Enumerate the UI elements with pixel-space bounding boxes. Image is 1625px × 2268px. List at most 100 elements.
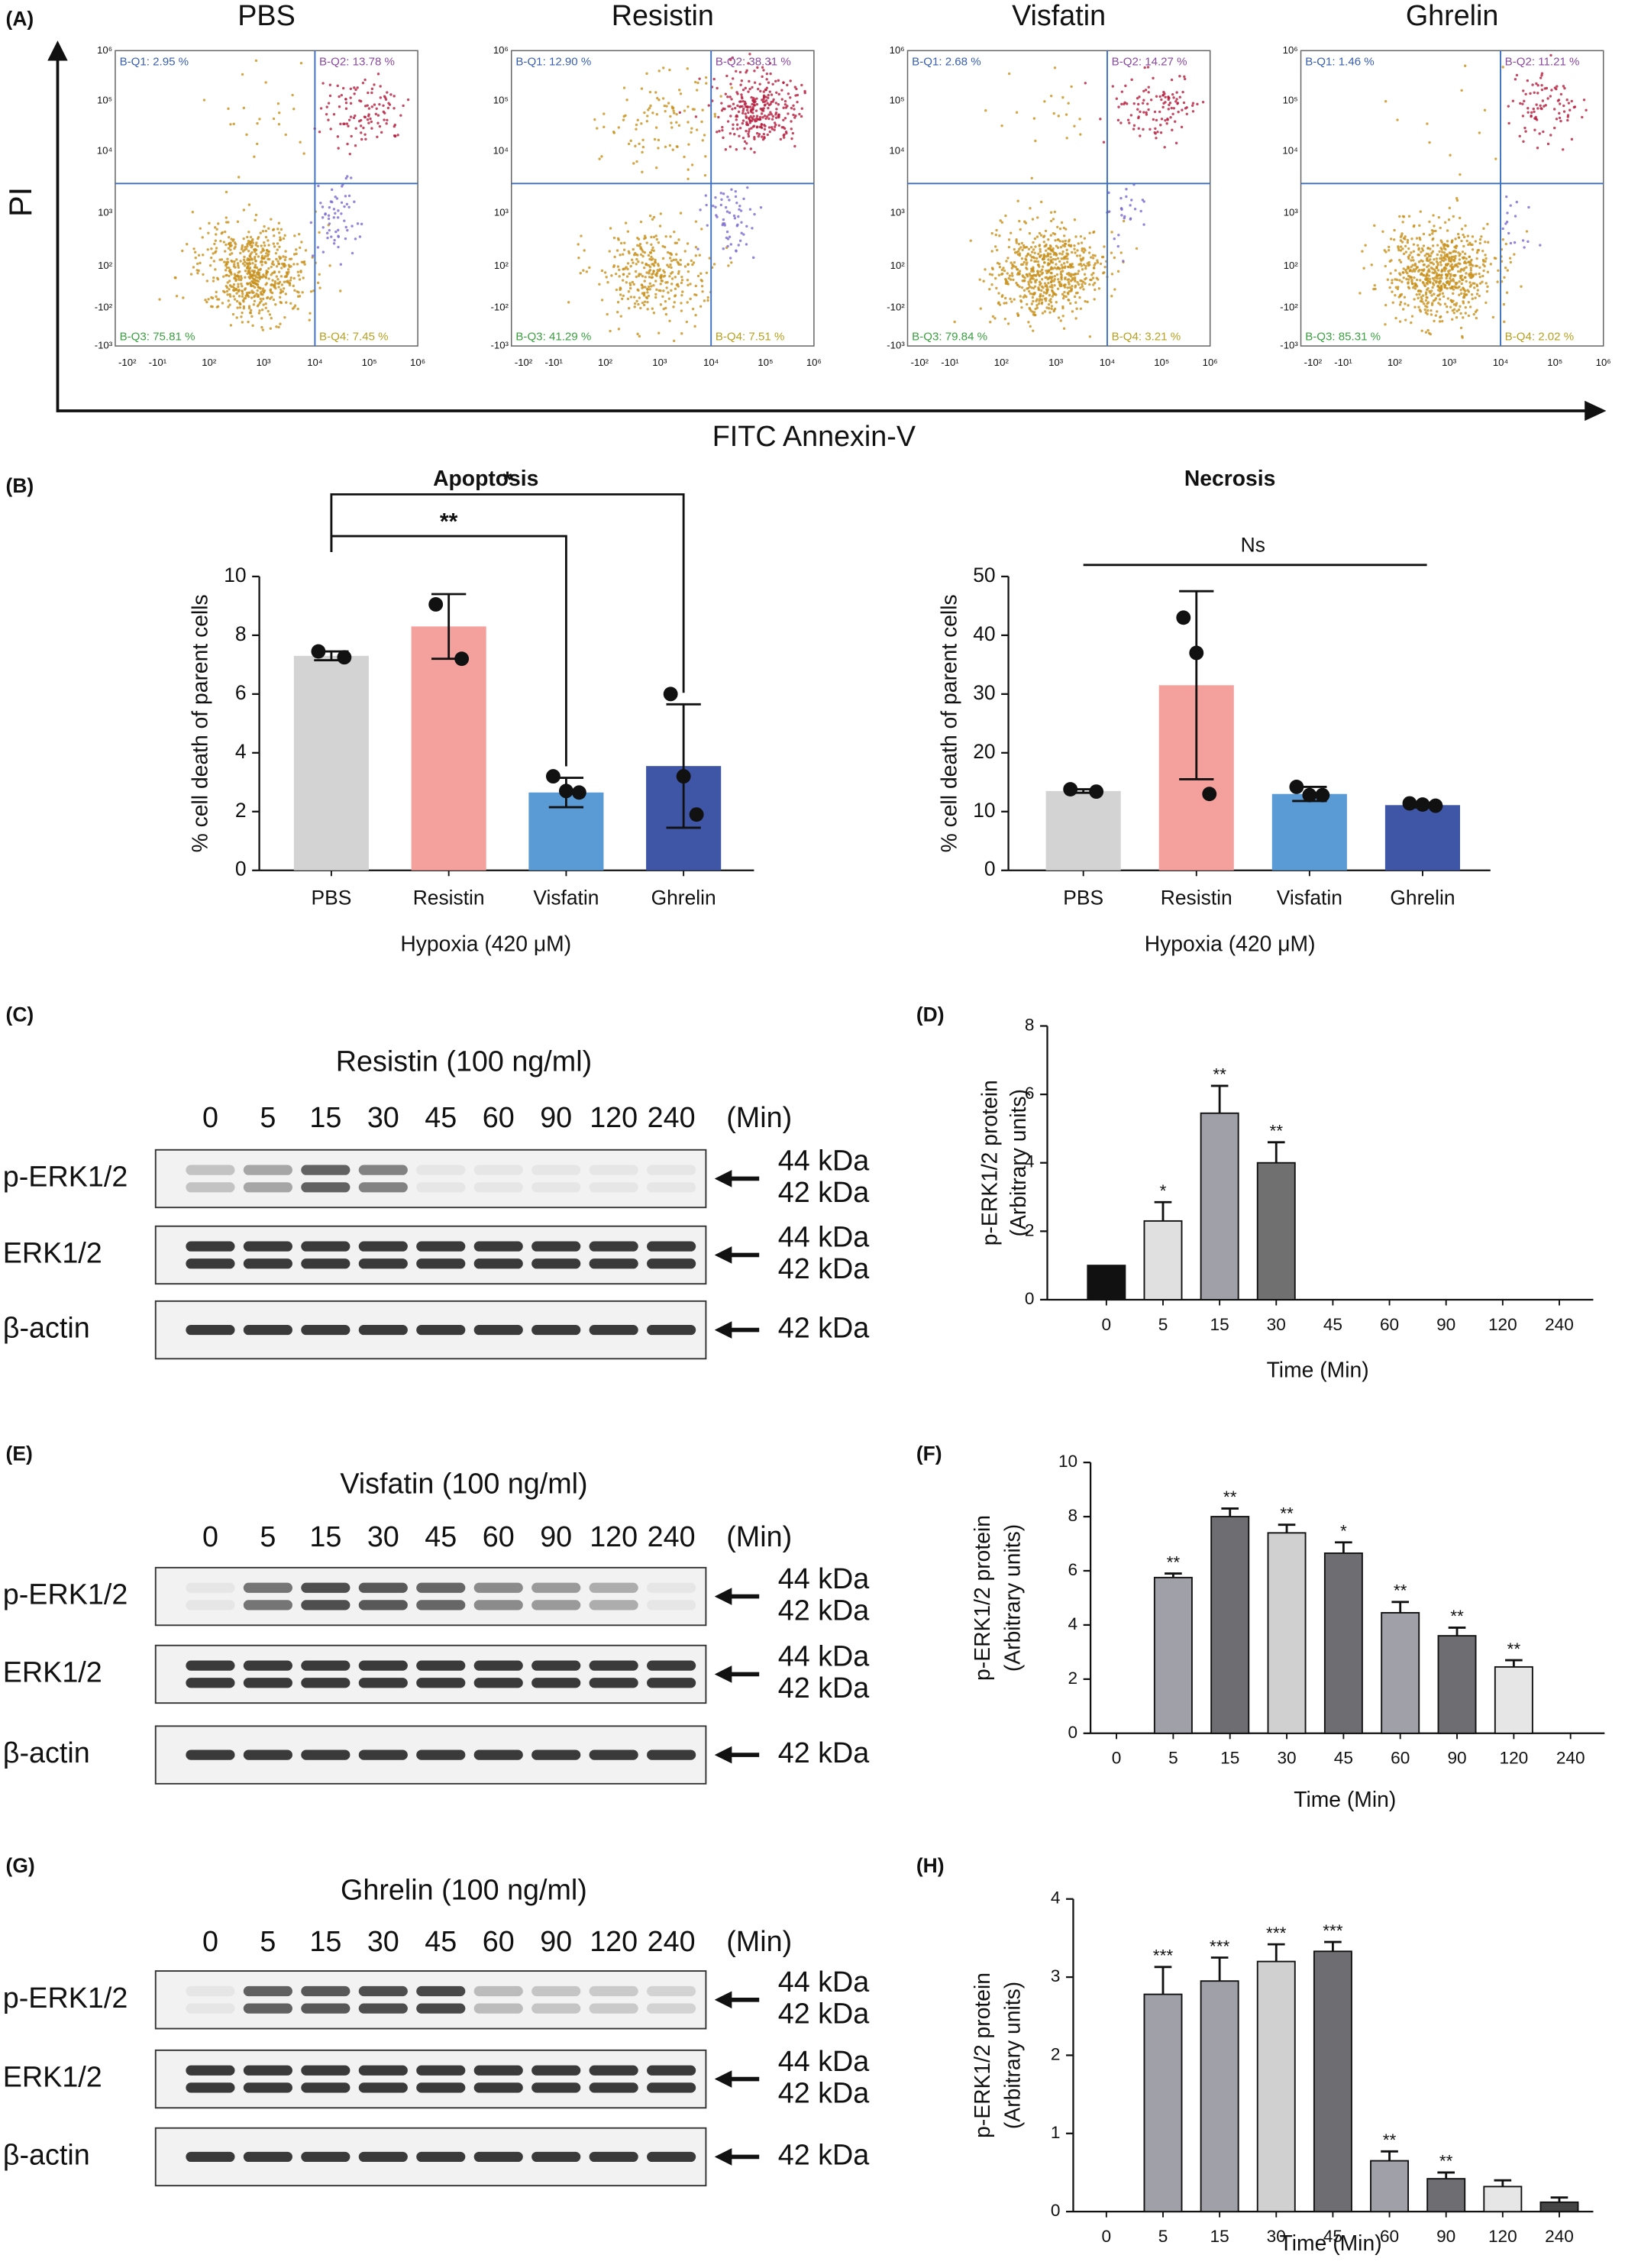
event-dot [253,155,256,158]
event-dot [1027,321,1030,324]
event-dot [1505,220,1509,224]
event-dot [651,218,654,221]
event-dot [743,147,746,150]
event-dot [694,246,698,249]
event-dot [257,276,260,279]
event-dot [1441,319,1444,323]
event-dot [700,120,703,124]
event-dot [241,295,244,298]
event-dot [617,238,620,241]
event-dot [1394,316,1397,320]
event-dot [275,265,279,268]
event-dot [276,260,279,263]
event-dot [1454,254,1457,258]
event-dot [1400,280,1404,283]
event-dot [606,312,609,316]
event-dot [1170,106,1173,110]
event-dot [657,99,661,102]
event-dot [269,327,273,330]
data-point [1176,610,1191,625]
x-tick-label: PBS [1063,886,1103,909]
data-point [1089,784,1104,800]
event-dot [1119,251,1123,254]
event-dot [735,250,738,253]
x-tick-label: 10⁴ [1100,357,1116,368]
event-dot [1398,320,1402,323]
event-dot [735,225,738,228]
event-dot [1395,278,1399,282]
event-dot [1453,273,1456,277]
event-dot [718,130,721,133]
x-tick-label: 10³ [257,357,272,368]
event-dot [1045,297,1048,300]
event-dot [1433,279,1436,282]
event-dot [346,142,349,146]
event-dot [740,231,743,234]
event-dot [1103,245,1106,248]
event-dot [676,145,679,148]
event-dot [705,271,709,274]
event-dot [654,126,658,129]
event-dot [619,293,622,296]
event-dot [332,208,336,211]
x-tick-label: 10³ [652,357,667,368]
event-dot [567,301,570,304]
event-dot [1183,77,1187,81]
event-dot [1426,309,1430,312]
event-dot [1135,247,1139,250]
y-axis-label: p-ERK1/2 protein [970,1515,994,1681]
event-dot [1520,285,1523,288]
event-dot [1046,254,1049,257]
event-dot [1454,250,1458,254]
data-point [1415,797,1430,812]
x-tick-label: 10⁶ [1203,357,1218,368]
event-dot [239,260,242,263]
arrow-head [714,1746,732,1764]
event-dot [735,118,738,121]
event-dot [677,270,680,273]
event-dot [1110,251,1113,254]
event-dot [625,281,628,284]
event-dot [1526,107,1530,110]
event-dot [1573,105,1577,108]
event-dot [1036,216,1039,219]
event-dot [1504,242,1508,246]
event-dot [1007,72,1011,76]
event-dot [327,217,331,221]
blot-band [589,2151,638,2163]
event-dot [1532,107,1535,111]
event-dot [705,203,708,207]
event-dot [583,249,586,252]
event-dot [1055,301,1058,304]
blot-band [473,1258,523,1269]
event-dot [1141,199,1145,202]
y-tick-label: -10² [1280,301,1298,312]
event-dot [1402,276,1405,279]
event-dot [1048,311,1052,314]
quadrant-label: B-Q1: 2.95 % [120,55,189,68]
kda-label: 42 kDa [778,1998,870,2030]
event-dot [274,251,278,255]
event-dot [1424,311,1428,314]
event-dot [1171,92,1174,96]
event-dot [998,234,1001,237]
row-label: β-actin [3,1737,90,1769]
event-dot [1107,191,1110,195]
event-dot [209,305,213,308]
event-dot [782,126,785,129]
event-dot [1480,235,1483,238]
event-dot [1061,244,1064,247]
event-dot [733,217,737,220]
event-dot [303,263,306,266]
x-axis-label: Time (Min) [1294,1787,1396,1811]
event-dot [245,291,249,295]
event-dot [1120,214,1123,217]
event-dot [1464,305,1468,309]
event-dot [1387,249,1391,252]
bar [1256,1161,1296,1300]
event-dot [231,312,235,316]
event-dot [1420,273,1423,276]
event-dot [1132,102,1136,105]
significance-label: ** [1394,1581,1407,1601]
event-dot [1044,276,1047,279]
